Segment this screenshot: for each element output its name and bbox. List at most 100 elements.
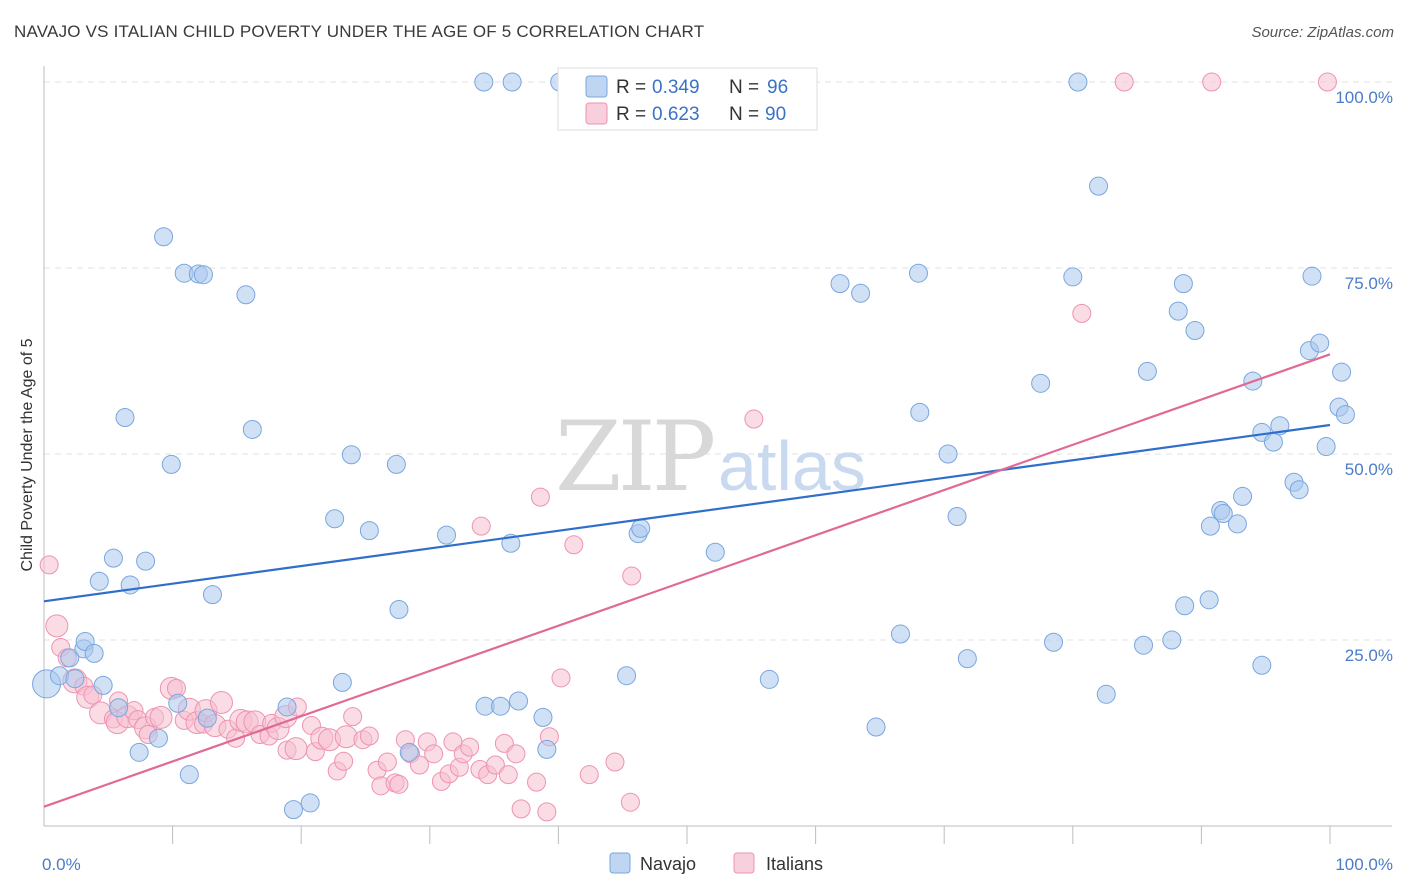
navajo-point: [1200, 516, 1220, 536]
navajo-point: [617, 666, 637, 686]
navajo-point: [830, 274, 850, 294]
axes: [43, 66, 1392, 844]
italians-point: [551, 668, 571, 688]
bottom-legend-italians-label: Italians: [766, 854, 823, 874]
navajo-point: [474, 72, 494, 92]
legend-navajo-swatch: [585, 75, 608, 98]
navajo-point: [1213, 504, 1233, 524]
italians-point: [605, 752, 625, 772]
navajo-point: [1044, 632, 1064, 652]
bottom-legend: Navajo Italians: [609, 852, 823, 874]
legend-navajo-r-value: 0.349: [652, 77, 700, 98]
navajo-point: [537, 739, 557, 759]
italians-point: [209, 690, 233, 714]
italians-point: [622, 566, 642, 586]
navajo-point: [1068, 72, 1088, 92]
navajo-point: [1233, 486, 1253, 506]
navajo-point: [908, 263, 928, 283]
navajo-point: [1162, 630, 1182, 650]
navajo-point: [332, 672, 352, 692]
navajo-point: [242, 419, 262, 439]
navajo-point: [154, 227, 174, 247]
italians-point: [511, 799, 531, 819]
watermark-zip: ZIP: [555, 401, 714, 513]
navajo-point: [65, 669, 85, 689]
navajo-point: [957, 649, 977, 669]
navajo-point: [399, 742, 419, 762]
navajo-point: [1089, 176, 1109, 196]
navajo-point: [179, 765, 199, 785]
italians-point: [744, 409, 764, 429]
navajo-point: [161, 454, 181, 474]
navajo-point: [325, 509, 345, 529]
navajo-point: [866, 717, 886, 737]
legend-navajo-r-label: R =: [616, 77, 646, 98]
navajo-point: [168, 693, 188, 713]
navajo-point: [1096, 684, 1116, 704]
navajo-point: [437, 525, 457, 545]
italians-point: [506, 744, 526, 764]
navajo-point: [1332, 362, 1352, 382]
navajo-point: [60, 648, 80, 668]
navajo-point: [277, 697, 297, 717]
navajo-point: [938, 444, 958, 464]
navajo-point: [1310, 333, 1330, 353]
italians-point: [343, 707, 363, 727]
navajo-point: [300, 793, 320, 813]
navajo-point: [193, 265, 213, 285]
italians-point: [620, 792, 640, 812]
navajo-point: [1302, 266, 1322, 286]
navajo-point: [1137, 361, 1157, 381]
italians-point: [410, 755, 430, 775]
navajo-point: [236, 285, 256, 305]
italians-point: [1114, 72, 1134, 92]
legend-navajo-n-label: N =: [729, 77, 759, 98]
italians-point: [334, 751, 354, 771]
navajo-point: [502, 72, 522, 92]
italians-point: [377, 752, 397, 772]
italians-point: [149, 705, 173, 729]
navajo-point: [109, 698, 129, 718]
bottom-legend-italians-swatch: [733, 852, 755, 874]
navajo-point: [197, 708, 217, 728]
navajo-point: [1252, 655, 1272, 675]
source-label: Source: ZipAtlas.com: [1251, 24, 1394, 41]
italians-point: [284, 737, 308, 761]
y-tick-label: 100.0%: [1335, 88, 1393, 107]
navajo-point: [148, 728, 168, 748]
y-tick-label: 25.0%: [1345, 646, 1393, 665]
italians-point: [498, 765, 518, 785]
italians-point: [424, 744, 444, 764]
navajo-point: [89, 571, 109, 591]
navajo-point: [890, 624, 910, 644]
navajo-point: [1168, 301, 1188, 321]
navajo-point: [1134, 635, 1154, 655]
navajo-point: [491, 696, 511, 716]
italians-point: [45, 614, 69, 638]
navajo-point: [49, 666, 69, 686]
tick-labels: 25.0% 50.0% 75.0% 100.0% 0.0% 100.0%: [42, 88, 1393, 874]
navajo-point: [103, 548, 123, 568]
navajo-trendline: [43, 423, 1331, 603]
italians-point: [564, 535, 584, 555]
italians-point: [389, 774, 409, 794]
navajo-point: [341, 445, 361, 465]
watermark: ZIP atlas: [555, 401, 866, 513]
navajo-point: [202, 585, 222, 605]
navajo-point: [1199, 590, 1219, 610]
chart-title: NAVAJO VS ITALIAN CHILD POVERTY UNDER TH…: [14, 22, 705, 41]
navajo-point: [93, 675, 113, 695]
navajo-point: [129, 742, 149, 762]
series-navajo: [32, 72, 1355, 820]
italians-point: [359, 726, 379, 746]
italians-point: [527, 772, 547, 792]
navajo-point: [359, 521, 379, 541]
bottom-legend-navajo-label: Navajo: [640, 854, 696, 874]
navajo-point: [509, 691, 529, 711]
italians-point: [530, 487, 550, 507]
x-tick-label: 100.0%: [1335, 855, 1393, 874]
navajo-point: [1263, 432, 1283, 452]
navajo-point: [389, 599, 409, 619]
legend-italians-n-value: 90: [765, 104, 786, 125]
italians-trendline: [43, 353, 1331, 808]
